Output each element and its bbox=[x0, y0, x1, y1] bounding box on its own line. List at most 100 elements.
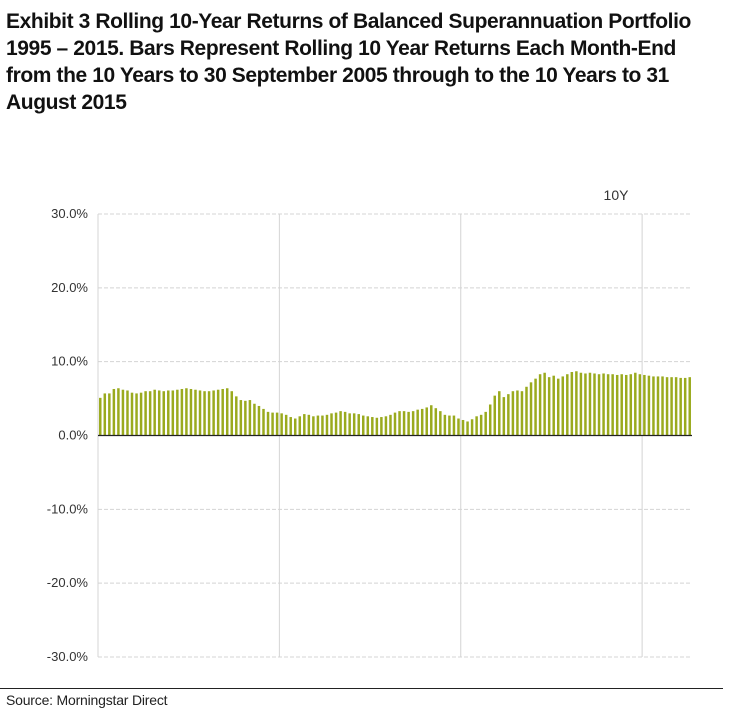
bar bbox=[434, 408, 438, 436]
bar bbox=[620, 374, 623, 436]
bar bbox=[239, 400, 243, 436]
bar bbox=[611, 374, 614, 436]
bar bbox=[198, 390, 202, 436]
bar bbox=[157, 390, 161, 436]
bar bbox=[674, 377, 678, 436]
bar bbox=[579, 372, 583, 436]
bar bbox=[606, 374, 610, 436]
bar-chart: 30.0% 20.0% 10.0% 0.0% -10.0% -20.0% -30.0% 10Y bbox=[47, 187, 692, 664]
bar bbox=[362, 415, 365, 436]
bar bbox=[448, 415, 451, 436]
y-tick-label: 0.0% bbox=[58, 428, 88, 443]
bar bbox=[135, 393, 138, 436]
legend-label: 10Y bbox=[604, 187, 630, 203]
title-text: Rolling 10-Year Returns of Balanced Supe… bbox=[6, 10, 691, 114]
bar bbox=[235, 396, 238, 436]
bar bbox=[534, 378, 537, 436]
bar bbox=[126, 390, 129, 436]
bar bbox=[343, 411, 347, 436]
bar bbox=[171, 390, 175, 436]
y-tick-label: 30.0% bbox=[51, 206, 88, 221]
bar bbox=[566, 374, 569, 436]
bar bbox=[575, 371, 578, 436]
y-tick-label: 10.0% bbox=[51, 354, 88, 369]
bar bbox=[625, 374, 628, 436]
bar bbox=[148, 391, 152, 436]
bar bbox=[271, 412, 274, 436]
bar bbox=[656, 376, 660, 436]
bar bbox=[384, 416, 388, 436]
bar bbox=[366, 416, 370, 436]
bar bbox=[430, 405, 433, 436]
bar bbox=[99, 397, 102, 436]
bar bbox=[108, 393, 111, 436]
bar bbox=[452, 415, 456, 436]
bar bbox=[461, 419, 465, 436]
bar bbox=[398, 411, 401, 436]
bar bbox=[275, 412, 279, 436]
bar bbox=[425, 407, 428, 436]
bar bbox=[289, 417, 292, 436]
bar bbox=[520, 391, 524, 436]
bar bbox=[307, 414, 311, 436]
bar bbox=[525, 386, 528, 436]
bar bbox=[280, 413, 283, 436]
bar bbox=[516, 390, 519, 436]
bar bbox=[683, 377, 687, 436]
bar bbox=[303, 414, 306, 436]
bar bbox=[493, 395, 496, 436]
y-tick-label: -10.0% bbox=[47, 501, 89, 516]
bar bbox=[457, 418, 460, 436]
bar bbox=[167, 390, 170, 436]
bar bbox=[325, 414, 329, 436]
bar bbox=[112, 388, 116, 436]
bar bbox=[253, 403, 256, 436]
bar bbox=[420, 408, 424, 436]
bar bbox=[643, 374, 646, 436]
bar bbox=[529, 382, 533, 436]
bar bbox=[185, 388, 188, 436]
bar bbox=[357, 414, 360, 436]
bar bbox=[488, 404, 492, 436]
bar bbox=[375, 417, 379, 436]
bar bbox=[352, 413, 356, 436]
bar bbox=[334, 412, 338, 436]
exhibit-label: Exhibit 3 bbox=[6, 10, 90, 33]
bar bbox=[670, 377, 673, 436]
y-tick-label: -20.0% bbox=[47, 575, 89, 590]
bar bbox=[507, 394, 510, 436]
bar bbox=[194, 389, 197, 436]
y-tick-label: -30.0% bbox=[47, 649, 89, 664]
bar bbox=[330, 413, 333, 436]
bar bbox=[634, 372, 637, 436]
bar bbox=[561, 376, 565, 436]
chart-title: Exhibit 3 Rolling 10-Year Returns of Bal… bbox=[6, 8, 721, 116]
bar bbox=[538, 374, 542, 436]
bar bbox=[593, 373, 596, 436]
bar bbox=[284, 414, 288, 436]
bar bbox=[502, 397, 506, 436]
bar bbox=[597, 374, 601, 436]
bar bbox=[484, 411, 487, 436]
bar bbox=[348, 413, 351, 436]
bar bbox=[189, 388, 193, 436]
bar bbox=[570, 372, 574, 436]
bar bbox=[543, 372, 546, 436]
bar bbox=[389, 414, 392, 436]
bar bbox=[511, 391, 515, 436]
bar bbox=[688, 377, 691, 436]
bar bbox=[257, 405, 261, 436]
bar bbox=[139, 392, 143, 436]
bar bbox=[121, 389, 125, 436]
bar bbox=[162, 391, 165, 436]
bar bbox=[629, 374, 633, 436]
bar bbox=[466, 421, 469, 436]
source-note: Source: Morningstar Direct bbox=[6, 692, 168, 708]
footer-divider bbox=[0, 688, 723, 689]
bar bbox=[439, 411, 442, 436]
bar bbox=[661, 376, 664, 436]
bar bbox=[371, 417, 374, 436]
bar bbox=[407, 411, 410, 436]
bar bbox=[665, 377, 669, 436]
bar bbox=[411, 411, 415, 436]
